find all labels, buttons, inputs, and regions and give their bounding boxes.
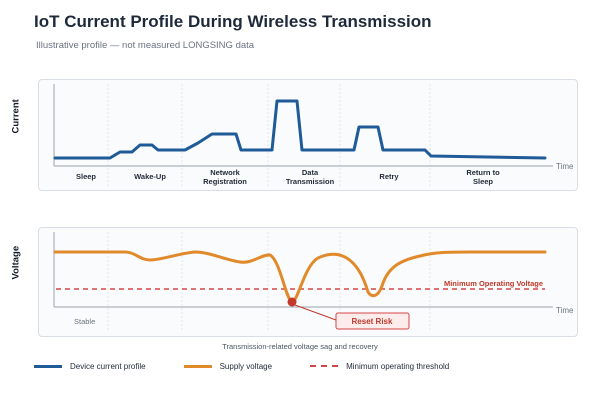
voltage-phase-grid (107, 232, 431, 332)
legend-label-threshold: Minimum operating threshold (346, 361, 450, 371)
current-trace (53, 99, 547, 160)
phase-label-data-line2: Transmission (286, 177, 335, 186)
phase-labels: Sleep Wake-Up Network Registration Data … (76, 168, 500, 186)
phase-label-return-line1: Return to (466, 168, 500, 177)
legend-label-current: Device current profile (70, 361, 146, 371)
diagram-canvas: Time Sleep Wake-Up Network Registration … (53, 84, 574, 332)
current-time-label: Time (556, 162, 574, 171)
current-phase-grid (107, 84, 431, 186)
voltage-time-label: Time (556, 306, 574, 315)
solid-line-blue-icon (34, 364, 62, 368)
phase-label-data-line1: Data (302, 168, 319, 177)
legend: Device current profile Supply voltage Mi… (34, 359, 487, 373)
solid-line-orange-icon (183, 364, 212, 368)
current-panel (38, 79, 578, 191)
phase-label-network-line2: Registration (203, 177, 247, 186)
phase-label-network-line1: Network (210, 168, 240, 177)
reset-risk-marker (287, 297, 297, 307)
diagram-subtitle: Illustrative profile — not measured LONG… (36, 40, 255, 51)
min-voltage-threshold-label: Minimum Operating Voltage (444, 279, 543, 288)
voltage-panel (38, 227, 578, 337)
legend-label-voltage: Supply voltage (219, 361, 273, 371)
legend-item-voltage: Supply voltage (183, 361, 273, 371)
legend-item-current: Device current profile (34, 362, 146, 371)
legend-item-threshold: Minimum operating threshold (310, 362, 449, 371)
phase-label-return-line2: Sleep (473, 177, 493, 186)
phase-label-wake-up: Wake-Up (134, 172, 166, 181)
dashed-line-red-icon (310, 365, 339, 367)
phase-label-retry: Retry (379, 172, 399, 181)
reset-risk-callout (335, 312, 410, 330)
stable-label: Stable (74, 317, 95, 326)
reset-risk-leader (294, 304, 337, 321)
reset-risk-label: Reset Risk (352, 317, 393, 326)
phase-label-sleep: Sleep (76, 172, 96, 181)
diagram-title: IoT Current Profile During Wireless Tran… (34, 12, 432, 31)
voltage-trace (53, 250, 547, 304)
diagram-caption: Transmission-related voltage sag and rec… (222, 342, 378, 351)
